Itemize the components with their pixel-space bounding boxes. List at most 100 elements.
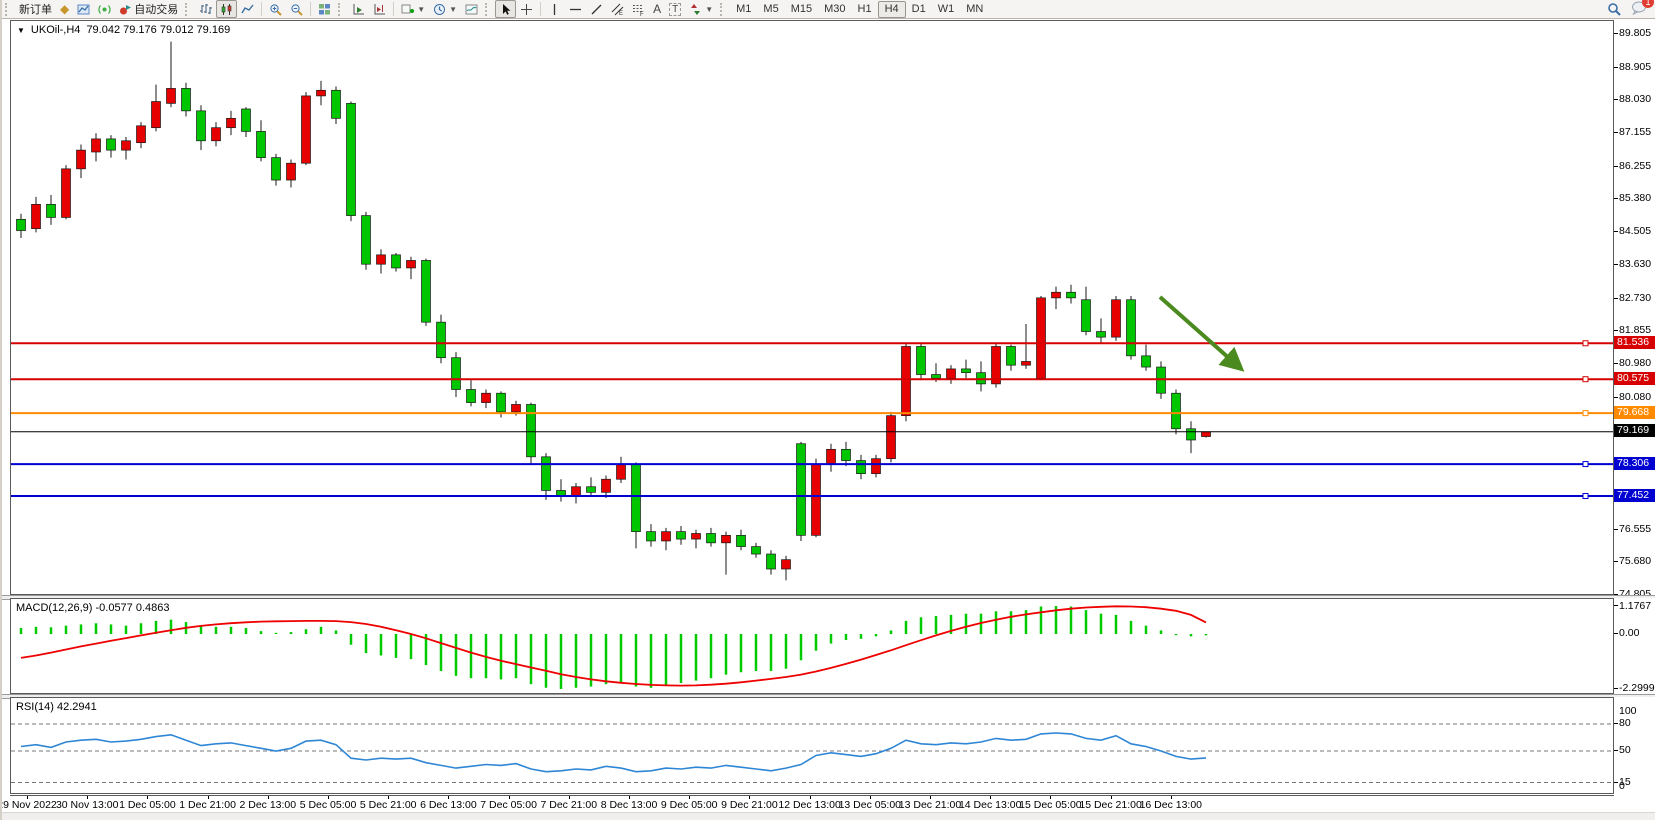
bull-candle[interactable] bbox=[136, 125, 146, 143]
bull-candle[interactable] bbox=[286, 162, 296, 181]
bear-candle[interactable] bbox=[526, 404, 536, 458]
bear-candle[interactable] bbox=[1096, 331, 1106, 338]
zoom-out-button[interactable] bbox=[286, 0, 307, 18]
bear-candle[interactable] bbox=[271, 157, 281, 181]
timeframe-m15[interactable]: M15 bbox=[790, 3, 813, 15]
line-handle[interactable] bbox=[1582, 410, 1589, 417]
bull-candle[interactable] bbox=[571, 486, 581, 497]
zoom-in-button[interactable] bbox=[265, 0, 286, 18]
timeframe-w1[interactable]: W1 bbox=[937, 3, 955, 15]
crosshair-button[interactable] bbox=[516, 0, 537, 18]
bear-candle[interactable] bbox=[346, 103, 356, 216]
signals-button[interactable] bbox=[94, 0, 115, 18]
auto-scroll-button[interactable] bbox=[348, 0, 369, 18]
toolbar-grip[interactable] bbox=[5, 2, 11, 16]
arrows-button[interactable]: ▼ bbox=[685, 0, 717, 18]
bear-candle[interactable] bbox=[841, 448, 851, 461]
metaeditor-button[interactable]: ◆ bbox=[56, 0, 73, 18]
line-chart-button[interactable] bbox=[237, 0, 258, 18]
add-indicator-button[interactable]: ▼ bbox=[397, 0, 429, 18]
bear-candle[interactable] bbox=[196, 110, 206, 142]
bull-candle[interactable] bbox=[61, 168, 71, 218]
bull-candle[interactable] bbox=[1201, 431, 1211, 437]
market-watch-button[interactable] bbox=[73, 0, 94, 18]
text-label-button[interactable]: T bbox=[665, 0, 685, 18]
bull-candle[interactable] bbox=[121, 140, 131, 151]
bear-candle[interactable] bbox=[751, 546, 761, 555]
bull-candle[interactable] bbox=[691, 533, 701, 540]
toolbar-grip[interactable] bbox=[338, 2, 344, 16]
bear-candle[interactable] bbox=[46, 204, 56, 218]
bear-candle[interactable] bbox=[1186, 428, 1196, 441]
price-level-tag[interactable]: 77.452 bbox=[1614, 488, 1655, 502]
text-button[interactable]: A bbox=[649, 0, 665, 18]
toolbar-grip[interactable] bbox=[720, 2, 726, 16]
bear-candle[interactable] bbox=[961, 368, 971, 374]
bull-candle[interactable] bbox=[481, 392, 491, 403]
new-order-button[interactable]: 新订单 bbox=[15, 0, 56, 18]
timeframe-h4[interactable]: H4 bbox=[877, 0, 906, 18]
line-handle[interactable] bbox=[1582, 461, 1589, 468]
bear-candle[interactable] bbox=[361, 215, 371, 265]
bear-candle[interactable] bbox=[1171, 392, 1181, 430]
chart-shift-button[interactable] bbox=[369, 0, 390, 18]
bear-candle[interactable] bbox=[1126, 299, 1136, 357]
price-level-tag[interactable]: 81.536 bbox=[1614, 335, 1655, 349]
bull-candle[interactable] bbox=[781, 559, 791, 570]
bear-candle[interactable] bbox=[1006, 346, 1016, 366]
bear-candle[interactable] bbox=[496, 392, 506, 413]
rsi-chart[interactable] bbox=[11, 698, 1613, 793]
bull-candle[interactable] bbox=[226, 117, 236, 129]
bear-candle[interactable] bbox=[181, 88, 191, 112]
chevron-down-icon[interactable]: ▼ bbox=[17, 25, 25, 35]
timeframe-d1[interactable]: D1 bbox=[911, 3, 926, 15]
tile-windows-button[interactable] bbox=[314, 0, 335, 18]
price-level-tag[interactable]: 78.306 bbox=[1614, 456, 1655, 470]
bull-candle[interactable] bbox=[316, 89, 326, 97]
bull-candle[interactable] bbox=[31, 204, 41, 230]
bull-candle[interactable] bbox=[1036, 297, 1046, 379]
candlestick-chart-button[interactable] bbox=[216, 0, 238, 18]
trend-arrow-annotation[interactable] bbox=[1158, 295, 1245, 372]
bear-candle[interactable] bbox=[391, 254, 401, 269]
bull-candle[interactable] bbox=[661, 531, 671, 542]
toolbar-grip[interactable] bbox=[185, 2, 191, 16]
timeframe-h1[interactable]: H1 bbox=[857, 3, 872, 15]
bear-candle[interactable] bbox=[706, 533, 716, 544]
bear-candle[interactable] bbox=[631, 463, 641, 532]
bull-candle[interactable] bbox=[901, 346, 911, 417]
timeframe-m1[interactable]: M1 bbox=[736, 3, 752, 15]
bear-candle[interactable] bbox=[331, 89, 341, 119]
bull-candle[interactable] bbox=[1051, 291, 1061, 299]
toolbar-grip[interactable] bbox=[485, 2, 491, 16]
bear-candle[interactable] bbox=[106, 138, 116, 151]
bull-candle[interactable] bbox=[871, 458, 881, 474]
bull-candle[interactable] bbox=[886, 415, 896, 460]
bear-candle[interactable] bbox=[856, 460, 866, 474]
price-level-tag[interactable]: 79.169 bbox=[1614, 424, 1655, 438]
search-icon[interactable] bbox=[1607, 2, 1621, 16]
bear-candle[interactable] bbox=[736, 534, 746, 547]
equidistant-channel-button[interactable]: E bbox=[607, 0, 628, 18]
rsi-panel[interactable]: RSI(14) 42.2941 bbox=[10, 697, 1614, 794]
bull-candle[interactable] bbox=[1111, 299, 1121, 338]
price-axis[interactable]: 89.805 88.905 88.030 87.155 86.255 85.380 84.5… bbox=[1614, 20, 1655, 600]
bull-candle[interactable] bbox=[151, 101, 161, 129]
time-axis[interactable]: 29 Nov 2022 30 Nov 13:00 1 Dec 05:00 1 Dec … bbox=[2, 795, 1614, 813]
timeframe-mn[interactable]: MN bbox=[966, 3, 984, 15]
bull-candle[interactable] bbox=[601, 478, 611, 493]
line-handle[interactable] bbox=[1582, 376, 1589, 383]
trendline-button[interactable] bbox=[586, 0, 607, 18]
vertical-line-button[interactable] bbox=[544, 0, 565, 18]
line-handle[interactable] bbox=[1582, 493, 1589, 500]
fibonacci-button[interactable]: F bbox=[628, 0, 649, 18]
template-button[interactable] bbox=[461, 0, 482, 18]
bar-chart-button[interactable] bbox=[195, 0, 216, 18]
bear-candle[interactable] bbox=[541, 456, 551, 491]
bear-candle[interactable] bbox=[466, 389, 476, 403]
price-level-tag[interactable]: 79.668 bbox=[1614, 405, 1655, 419]
bear-candle[interactable] bbox=[241, 108, 251, 132]
bull-candle[interactable] bbox=[406, 260, 416, 269]
cursor-button[interactable] bbox=[495, 0, 517, 18]
macd-chart[interactable] bbox=[11, 599, 1613, 693]
